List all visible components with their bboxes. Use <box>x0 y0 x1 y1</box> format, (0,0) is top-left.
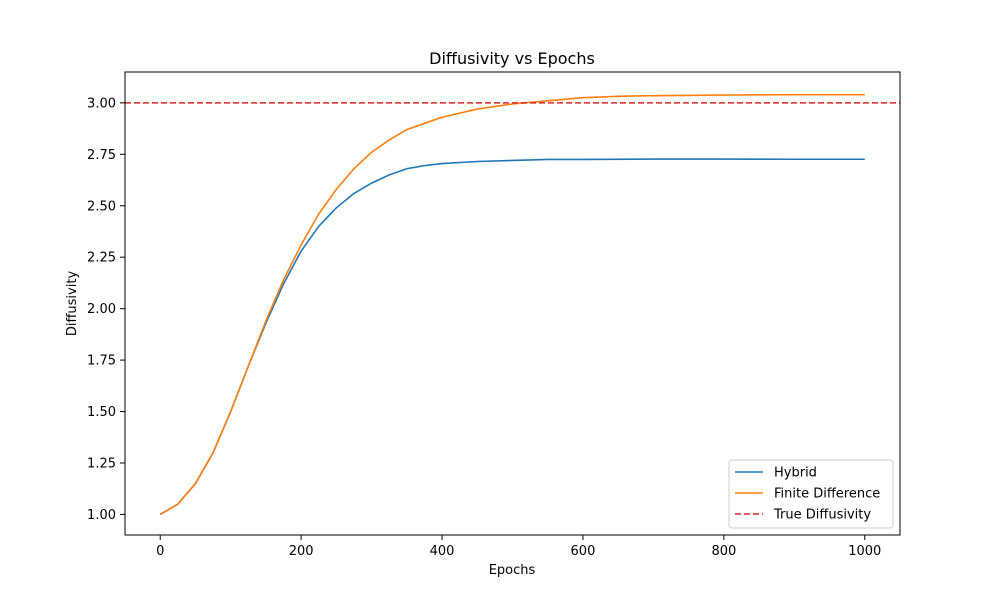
y-tick-label: 2.75 <box>87 148 116 163</box>
plot-frame <box>124 71 901 536</box>
y-tick-label: 2.00 <box>87 302 116 317</box>
x-tick-label: 800 <box>711 544 736 559</box>
x-tick-label: 200 <box>289 544 314 559</box>
legend-label-hybrid: Hybrid <box>774 466 817 481</box>
y-axis-title: Diffusivity <box>65 271 80 337</box>
y-tick-label: 1.25 <box>87 456 116 471</box>
y-tick-label: 1.75 <box>87 354 116 369</box>
legend-label-true-diffusivity: True Diffusivity <box>773 508 871 523</box>
x-axis-title: Epochs <box>489 563 536 578</box>
y-tick-label: 1.00 <box>87 508 116 523</box>
y-tick-label: 2.25 <box>87 251 116 266</box>
legend-box <box>728 459 894 529</box>
x-tick-label: 600 <box>571 544 596 559</box>
y-tick-label: 2.50 <box>87 199 116 214</box>
series-lines <box>125 93 900 516</box>
finite-difference-line <box>159 93 865 516</box>
y-tick-label: 3.00 <box>87 96 116 111</box>
chart-title: Diffusivity vs Epochs <box>429 49 595 68</box>
x-tick-label: 400 <box>430 544 455 559</box>
y-tick-label: 1.50 <box>87 405 116 420</box>
x-tick-label: 1000 <box>848 544 881 559</box>
legend-label-finite-difference: Finite Difference <box>774 487 880 502</box>
legend: Hybrid Finite Difference True Diffusivity <box>728 459 894 529</box>
axes: 0 200 400 600 800 1000 1.00 1.25 1.50 1.75 2.00 2.2… <box>87 96 881 559</box>
x-tick-label: 0 <box>156 544 164 559</box>
